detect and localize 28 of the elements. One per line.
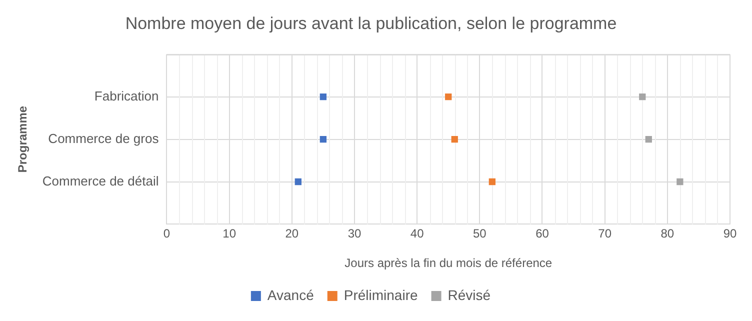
point (294, 178, 302, 186)
point (676, 178, 684, 186)
point (320, 94, 327, 100)
x-tick-label: 90 (723, 226, 737, 241)
legend-label: Préliminaire (344, 286, 418, 303)
x-tick-label: 60 (536, 226, 550, 241)
x-tick-label: 30 (348, 226, 362, 241)
y-tick-label: Fabrication (94, 88, 159, 104)
legend-label: Avancé (267, 286, 314, 303)
y-tick-label: Commerce de détail (42, 173, 159, 188)
chart-title: Nombre moyen de jours avant la publication, selon le programme (125, 14, 617, 33)
x-tick-label: 10 (222, 226, 236, 241)
y-axis-title: Programme (16, 106, 30, 173)
legend-label: Révisé (448, 286, 491, 303)
point (488, 178, 496, 186)
point (451, 136, 458, 143)
x-tick-label: 70 (598, 226, 612, 241)
x-tick-label: 80 (660, 226, 674, 241)
x-tick-label: 20 (285, 226, 299, 241)
point (645, 136, 652, 143)
y-tick-label: Commerce de gros (48, 130, 160, 146)
x-axis-title: Jours après la fin du mois de référence (344, 256, 552, 270)
x-tick-label: 50 (472, 226, 487, 241)
x-tick-label: 40 (410, 226, 424, 241)
point (320, 136, 327, 143)
point (639, 94, 646, 100)
x-tick-label: 0 (163, 226, 170, 241)
point (445, 94, 452, 100)
